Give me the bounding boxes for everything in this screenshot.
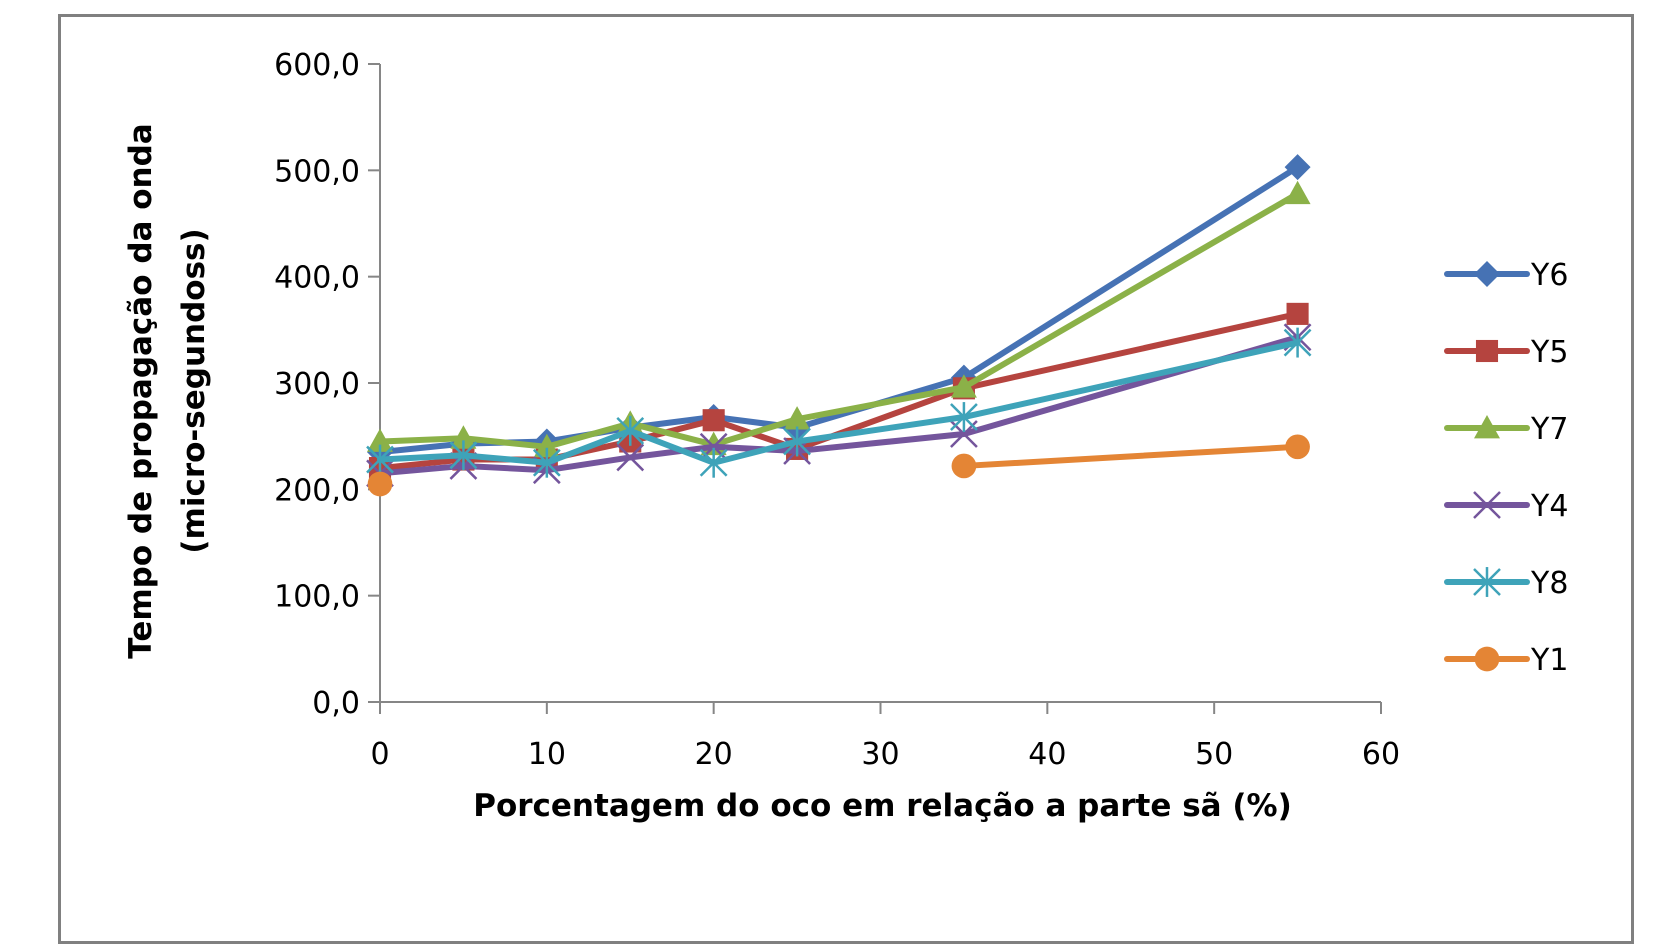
series-line-y6 [377, 164, 1301, 456]
legend-item-y6: Y6 [1444, 258, 1568, 293]
data-point-y8 [449, 440, 478, 471]
legend-item-y7: Y7 [1444, 412, 1568, 447]
series-y1 [367, 434, 1310, 497]
data-point-y8 [1283, 327, 1312, 358]
data-point-y1 [367, 471, 393, 497]
data-point-y4 [616, 443, 645, 472]
series-y8 [366, 327, 1312, 478]
data-point-y8 [783, 426, 811, 457]
data-point-y7 [1284, 180, 1311, 205]
axes [379, 64, 1381, 703]
data-point-y5 [1286, 302, 1309, 325]
data-point-y8 [699, 447, 728, 478]
legend-marker [1475, 339, 1499, 363]
series-y7 [367, 180, 1311, 458]
data-point-y7 [784, 406, 811, 430]
y-axis-title-line-1: Tempo de propagação da onda [123, 123, 159, 658]
legend-marker [1474, 415, 1500, 439]
legend-label: Y4 [1530, 489, 1568, 524]
legend: Y6 Y5 Y7 Y4 Y8 Y1 [1444, 258, 1568, 678]
data-point-y1 [1285, 434, 1310, 460]
x-axis-title: Porcentagem do oco em relação a parte sã… [473, 788, 1292, 824]
y-tick-label: 600,0 [274, 48, 360, 83]
x-tick-label: 10 [528, 737, 566, 772]
y-tick-label: 0,0 [312, 686, 360, 721]
data-point-y8 [616, 415, 645, 446]
y-tick-label: 100,0 [274, 580, 360, 615]
series-line-y4 [377, 334, 1301, 477]
legend-item-y1: Y1 [1444, 643, 1568, 678]
legend-marker [1473, 567, 1501, 597]
data-point-y1 [951, 453, 977, 479]
x-tick-label: 60 [1362, 737, 1400, 772]
y-tick-label: 200,0 [274, 473, 360, 508]
x-tick-label: 40 [1028, 737, 1066, 772]
legend-label: Y6 [1530, 258, 1568, 293]
series-line-y1 [960, 443, 1301, 469]
legend-marker [1473, 491, 1501, 519]
legend-label: Y8 [1530, 566, 1568, 601]
x-tick-label: 50 [1195, 737, 1233, 772]
data-point-y8 [366, 444, 394, 475]
series-layer [366, 154, 1312, 497]
x-marker-stroke [1473, 491, 1501, 519]
x-tick-label: 30 [861, 737, 899, 772]
data-point-y8 [532, 447, 561, 478]
series-line-y8 [377, 339, 1301, 466]
y-tick-label: 300,0 [274, 367, 360, 402]
data-point-y5 [702, 409, 725, 432]
data-point-y6 [1284, 154, 1311, 181]
y-ticks: 0,0 100,0 200,0 300,0 400,0 500,0 600,0 [274, 48, 380, 721]
x-tick-label: 0 [370, 737, 389, 772]
legend-label: Y1 [1530, 643, 1568, 678]
data-point-y7 [367, 428, 393, 452]
series-line-y5 [377, 310, 1301, 472]
chart-frame [58, 14, 1634, 944]
series-line-y7 [377, 190, 1301, 450]
series-y6 [367, 154, 1311, 466]
legend-item-y8: Y8 [1444, 566, 1568, 601]
y-axis-title-line-2: (micro-segundoss) [176, 228, 212, 553]
legend-marker [1474, 261, 1500, 287]
legend-marker [1474, 646, 1500, 672]
legend-label: Y5 [1530, 335, 1568, 370]
legend-item-y4: Y4 [1444, 489, 1568, 524]
data-point-y8 [950, 402, 978, 432]
x-ticks: 0 10 20 30 40 50 60 [370, 702, 1400, 772]
line-chart: 0,0 100,0 200,0 300,0 400,0 500,0 600,0 0 10 20 3… [123, 48, 1568, 824]
legend-label: Y7 [1530, 412, 1568, 447]
data-point-y7 [533, 433, 560, 458]
y-tick-label: 400,0 [274, 261, 360, 296]
legend-item-y5: Y5 [1444, 335, 1568, 370]
data-point-y7 [450, 425, 477, 449]
x-tick-label: 20 [695, 737, 733, 772]
data-point-y7 [950, 374, 977, 398]
y-tick-label: 500,0 [274, 154, 360, 189]
x-marker-stroke [616, 443, 645, 472]
